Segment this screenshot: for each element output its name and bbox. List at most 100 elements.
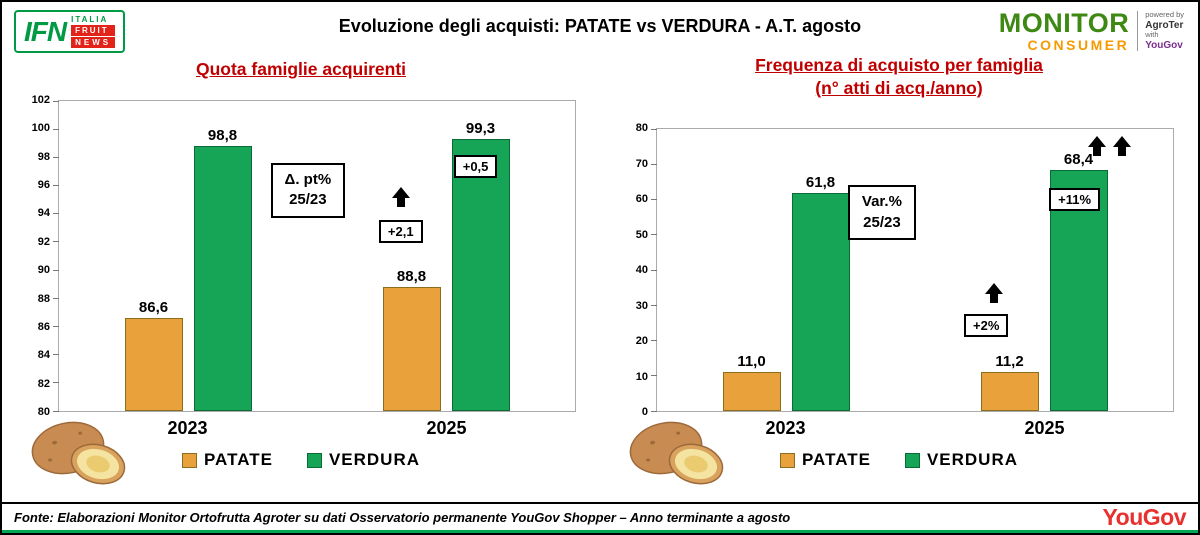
ifn-logo-abbr: IFN: [24, 15, 67, 47]
up-arrow-icon: [984, 283, 1003, 304]
monitor-consumer-logo: MONITOR CONSUMER powered by AgroTer with…: [998, 8, 1184, 53]
y-axis-label: 20: [635, 335, 648, 347]
patate-legend-swatch: [779, 452, 795, 468]
y-axis-label: 80: [635, 122, 648, 134]
legend-item-verdura: VERDURA: [306, 450, 420, 470]
verdura-legend-label: VERDURA: [328, 450, 420, 469]
plot-area: Δ. pt% 25/23 +2,1 +0,5 86,6 98,8 88,8 99,3: [53, 100, 576, 412]
chart-title-right-text: Frequenza di acquisto per famiglia: [755, 55, 1043, 75]
axis-tick: [53, 410, 59, 412]
axis-tick: [651, 163, 657, 165]
y-axis-label: 0: [641, 406, 648, 418]
axis-tick: [53, 382, 59, 384]
y-axis-label: 100: [31, 122, 50, 135]
y-axis-label: 40: [635, 264, 648, 276]
bar-value-label: 86,6: [138, 299, 169, 316]
legend-item-patate: PATATE: [779, 450, 871, 470]
bar-value-label: 68,4: [1063, 150, 1094, 168]
ifn-logo: IFN ITALIA FRUIT NEWS: [14, 10, 126, 53]
monitor-logo-name: MONITOR: [998, 8, 1130, 38]
patate-change-box: +2,1: [378, 220, 423, 244]
axis-tick: [53, 156, 59, 158]
legend-item-patate: PATATE: [181, 450, 273, 470]
monitor-logo-sub: CONSUMER: [1027, 37, 1130, 53]
verdura-legend-label: VERDURA: [926, 450, 1018, 469]
axis-tick: [651, 128, 657, 130]
bar-value-label: 11,0: [737, 353, 766, 371]
bar-value-label: 61,8: [805, 174, 836, 192]
axis-tick: [53, 185, 59, 187]
patate-legend-label: PATATE: [203, 450, 273, 469]
patate-legend-label: PATATE: [801, 450, 871, 469]
bar-patate-2023: [722, 372, 781, 411]
up-arrow-icon: [1112, 136, 1131, 157]
y-axis: 80 70 60 50 40 30 20 10 0: [612, 122, 652, 418]
verdura-change-box: +11%: [1049, 188, 1101, 212]
verdura-trend-arrows: [1087, 136, 1131, 157]
chart-title-right: Frequenza di acquisto per famiglia (n° a…: [600, 54, 1198, 100]
legend: PATATE VERDURA: [2, 450, 600, 470]
ifn-word-italia: ITALIA: [71, 15, 109, 24]
bar-column: 61,8: [791, 174, 850, 411]
bar-column: 86,6: [124, 299, 183, 411]
chart-title-left: Quota famiglie acquirenti: [2, 58, 600, 81]
y-axis-label: 70: [635, 157, 648, 170]
agroter-label: AgroTer: [1145, 19, 1184, 31]
delta-box-line1: Δ. pt%: [284, 171, 332, 188]
x-axis: 2023 2025: [656, 418, 1174, 439]
y-axis-label: 86: [37, 320, 50, 333]
chart-title-left-text: Quota famiglie acquirenti: [195, 59, 407, 79]
monitor-logo-main: MONITOR CONSUMER: [998, 8, 1130, 53]
bar-column: 99,3: [451, 120, 510, 411]
ifn-word-fruit: FRUIT: [71, 25, 116, 36]
axis-tick: [651, 410, 657, 412]
axis-tick: [53, 297, 59, 299]
x-axis-label: 2025: [1024, 418, 1065, 438]
axis-tick: [53, 354, 59, 356]
y-axis-label: 60: [635, 193, 648, 205]
yougov-small-label: YouGov: [1145, 39, 1183, 51]
delta-box: Var.% 25/23: [847, 185, 916, 240]
y-axis-label: 94: [37, 207, 50, 220]
delta-box: Δ. pt% 25/23: [270, 163, 346, 218]
x-axis-label: 2023: [765, 418, 806, 438]
up-arrow-icon: [391, 186, 410, 207]
axis-tick: [651, 304, 657, 306]
axis-tick: [53, 241, 59, 243]
up-arrow-icon: [1087, 136, 1106, 157]
bar-value-label: 98,8: [207, 127, 238, 145]
y-axis-label: 102: [31, 94, 50, 106]
y-axis-label: 80: [37, 406, 50, 418]
y-axis-label: 96: [37, 179, 50, 192]
bar-patate-2025: [980, 371, 1039, 411]
bar-column: 88,8: [382, 268, 441, 411]
y-axis-label: 50: [635, 228, 648, 241]
y-axis: 102 100 98 96 94 92 90 88 86 84 82 80: [14, 94, 54, 418]
axis-tick: [53, 128, 59, 130]
bar-patate-2025: [382, 287, 441, 411]
delta-box-line2: 25/23: [289, 191, 327, 209]
bar-verdura-2023: [193, 146, 252, 411]
axis-tick: [53, 100, 59, 102]
bar-value-label: 88,8: [396, 268, 427, 285]
x-axis-label: 2023: [167, 418, 208, 438]
bar-value-label: 99,3: [465, 120, 496, 138]
y-axis-label: 88: [37, 292, 50, 305]
bar-value-label: 11,2: [995, 352, 1024, 370]
bar-verdura-2025: [451, 139, 510, 411]
axis-tick: [651, 340, 657, 341]
axis-tick: [53, 325, 59, 327]
ifn-logo-words: ITALIA FRUIT NEWS: [71, 15, 116, 48]
y-axis-label: 92: [37, 235, 50, 248]
ifn-word-news: NEWS: [71, 37, 116, 48]
y-axis-label: 84: [37, 349, 50, 362]
bar-column: 11,0: [722, 353, 781, 411]
bar-verdura-2023: [791, 193, 850, 411]
patate-change-arrow: [391, 185, 410, 207]
bar-patate-2023: [124, 318, 183, 411]
axis-tick: [651, 199, 657, 200]
axis-tick: [53, 269, 59, 271]
legend: PATATE VERDURA: [600, 450, 1198, 470]
potato-illustration: [629, 421, 724, 485]
